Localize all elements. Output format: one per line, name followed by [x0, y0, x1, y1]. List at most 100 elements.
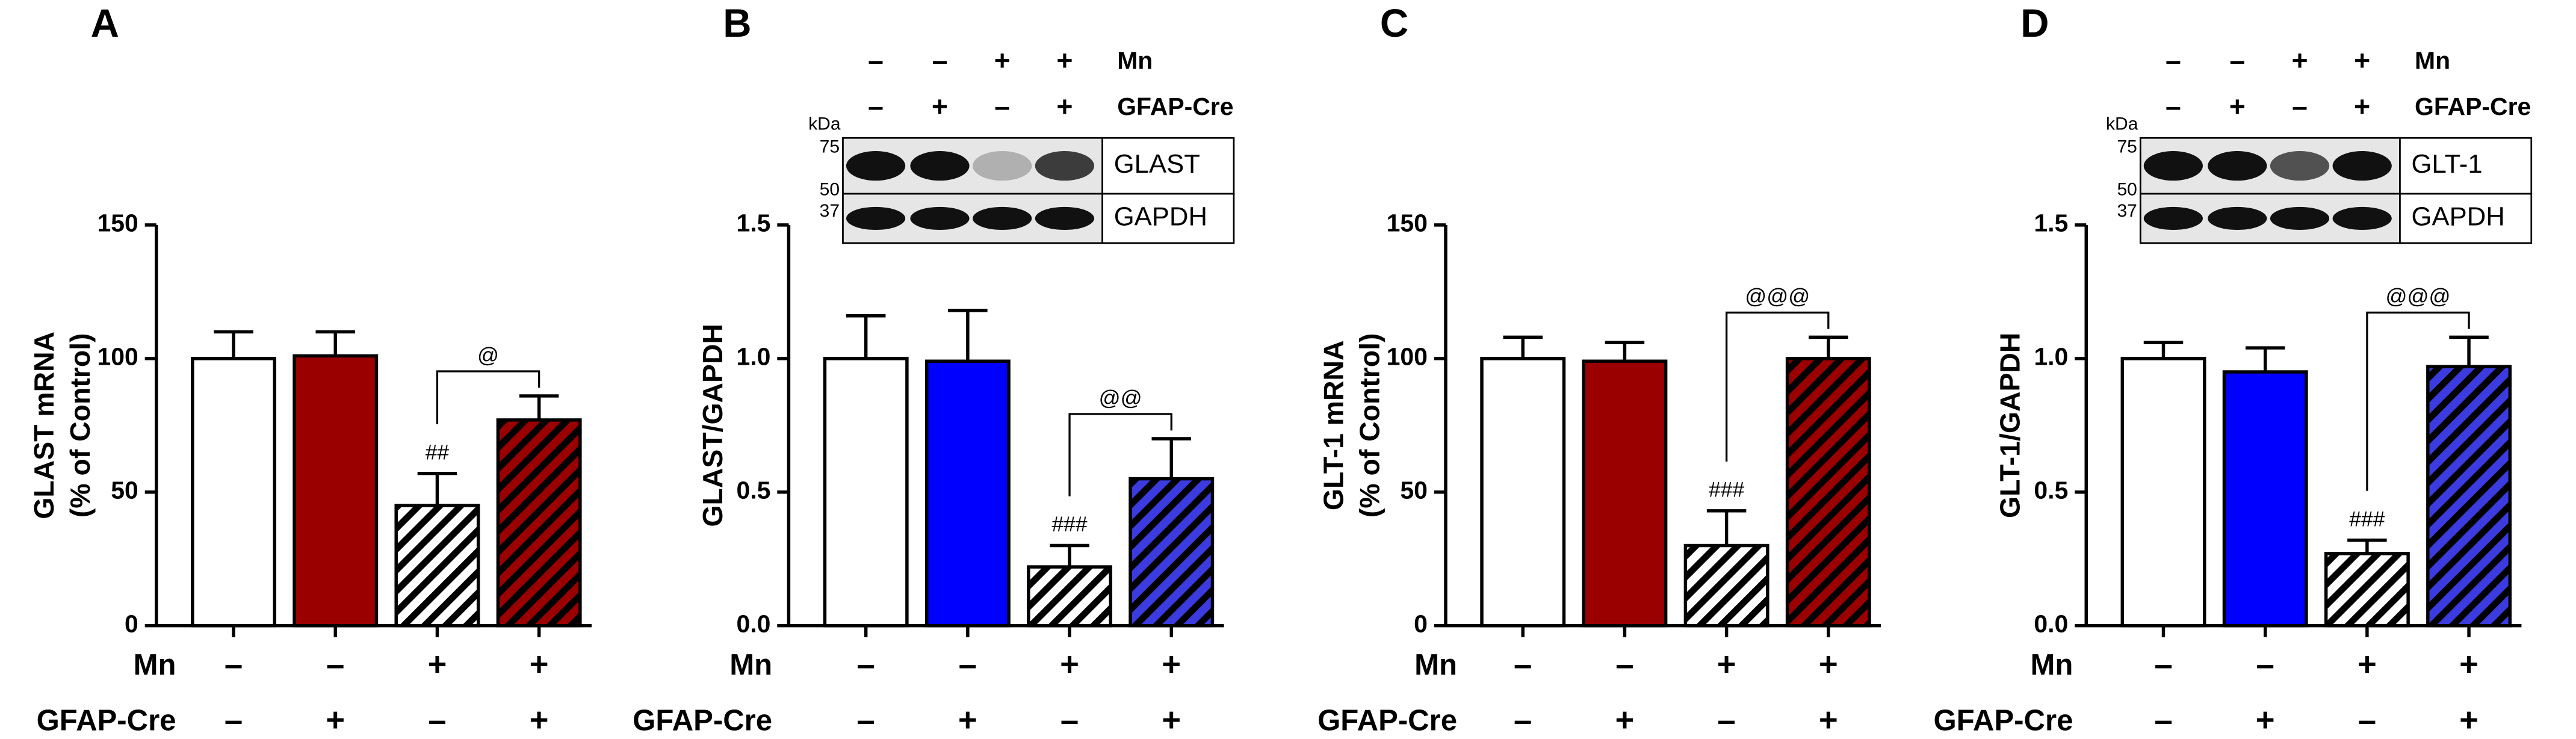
- bar: [924, 359, 1011, 628]
- condition-sign: +: [2358, 646, 2377, 682]
- condition-sign: +: [1717, 646, 1736, 682]
- condition-label: Mn: [134, 649, 176, 681]
- condition-sign: –: [428, 702, 446, 738]
- condition-label: GFAP-Cre: [1933, 705, 2073, 737]
- y-tick-label: 100: [97, 343, 138, 371]
- condition-sign: –: [856, 646, 875, 682]
- blot-condition-sign: +: [994, 45, 1011, 76]
- condition-sign: –: [2154, 702, 2172, 738]
- comparison-label: @: [477, 343, 499, 367]
- condition-sign: +: [1819, 702, 1838, 738]
- blot-condition-label: GFAP-Cre: [1117, 93, 1233, 120]
- condition-sign: +: [530, 646, 549, 682]
- significance-label: ###: [1709, 477, 1744, 501]
- condition-sign: –: [959, 646, 977, 682]
- blot-condition-sign: +: [2229, 90, 2246, 122]
- blot-condition-sign: –: [2166, 90, 2181, 122]
- condition-label: Mn: [2030, 649, 2073, 681]
- blot-condition-sign: +: [1056, 90, 1073, 122]
- blot-band: [2208, 151, 2267, 181]
- comparison-bracket: [436, 370, 540, 424]
- blot-condition-sign: +: [2354, 45, 2370, 76]
- y-axis-label: GLT-1 mRNA: [1317, 341, 1349, 511]
- y-tick-label: 0: [1414, 610, 1428, 638]
- comparison-bracket: [1068, 413, 1172, 496]
- y-tick-label: 0.0: [2034, 610, 2068, 638]
- blot-band: [973, 151, 1032, 181]
- blot-band: [846, 151, 906, 181]
- bar: [1027, 565, 1113, 628]
- condition-sign: –: [1717, 702, 1735, 738]
- bar: [1785, 357, 1871, 628]
- blot-band: [2143, 151, 2203, 181]
- condition-sign: +: [427, 646, 447, 682]
- blot-band: [2143, 206, 2203, 230]
- condition-sign: +: [2256, 702, 2275, 738]
- panel-label: B: [723, 1, 751, 45]
- condition-sign: +: [1615, 702, 1634, 738]
- condition-sign: –: [1060, 702, 1079, 738]
- condition-sign: +: [530, 702, 549, 738]
- blot-unit: kDa: [808, 114, 841, 134]
- blot-band-label: GLT-1: [2412, 149, 2483, 179]
- blot-band: [910, 206, 970, 230]
- blot-condition-sign: –: [932, 45, 948, 76]
- blot-marker: 50: [2117, 179, 2137, 199]
- blot-condition-sign: –: [2166, 45, 2181, 76]
- blot-marker: 50: [820, 179, 840, 199]
- significance-label: ##: [426, 440, 450, 464]
- blot-label-frame: [2399, 193, 2533, 244]
- blot-marker: 75: [2117, 137, 2137, 157]
- bar: [2324, 552, 2410, 628]
- blot-band: [1035, 206, 1094, 230]
- y-tick-label: 50: [111, 477, 138, 504]
- condition-sign: –: [2154, 646, 2172, 682]
- condition-sign: –: [856, 702, 875, 738]
- bar: [2120, 357, 2206, 628]
- condition-label: GFAP-Cre: [633, 705, 772, 737]
- bar: [1683, 543, 1769, 628]
- bar: [191, 357, 277, 628]
- condition-sign: +: [1162, 646, 1181, 682]
- blot-band: [910, 151, 970, 181]
- blot-condition-sign: –: [868, 45, 884, 76]
- blot-marker: 37: [820, 201, 840, 221]
- condition-sign: –: [2358, 702, 2376, 738]
- bar: [1582, 359, 1668, 628]
- blot-band: [973, 206, 1032, 230]
- bar: [496, 418, 582, 628]
- y-axis-label: GLAST/GAPDH: [697, 324, 728, 527]
- significance-label: ###: [1051, 512, 1087, 536]
- blot-condition-sign: +: [2354, 90, 2370, 122]
- condition-sign: +: [958, 702, 977, 738]
- condition-sign: –: [326, 646, 344, 682]
- blot-band: [2208, 206, 2267, 230]
- bar: [1129, 477, 1215, 628]
- blot-condition-sign: –: [2229, 45, 2245, 76]
- y-tick-label: 1.5: [737, 209, 771, 237]
- comparison-label: @@@: [1745, 284, 1810, 308]
- condition-sign: +: [2459, 702, 2478, 738]
- condition-sign: –: [1615, 646, 1633, 682]
- blot-band-label: GLAST: [1114, 149, 1200, 179]
- bar: [823, 357, 909, 628]
- bar: [293, 354, 379, 628]
- bar: [394, 504, 480, 628]
- blot-band: [2332, 151, 2392, 181]
- condition-sign: +: [1162, 702, 1181, 738]
- y-tick-label: 0.0: [737, 610, 771, 638]
- blot-condition-sign: –: [994, 90, 1010, 122]
- condition-sign: +: [2459, 646, 2478, 682]
- condition-sign: –: [2256, 646, 2274, 682]
- blot-condition-label: Mn: [2415, 47, 2450, 75]
- y-tick-label: 0.5: [2034, 477, 2068, 504]
- blot-condition-sign: +: [2291, 45, 2308, 76]
- blot-band: [2270, 151, 2330, 181]
- comparison-bracket: [2366, 311, 2470, 491]
- y-tick-label: 1.0: [2034, 343, 2068, 371]
- blot-band-label: GAPDH: [1114, 202, 1207, 231]
- comparison-label: @@@: [2385, 284, 2450, 308]
- y-tick-label: 150: [1387, 209, 1428, 237]
- condition-label: Mn: [1414, 649, 1457, 681]
- panel-label: A: [91, 1, 119, 45]
